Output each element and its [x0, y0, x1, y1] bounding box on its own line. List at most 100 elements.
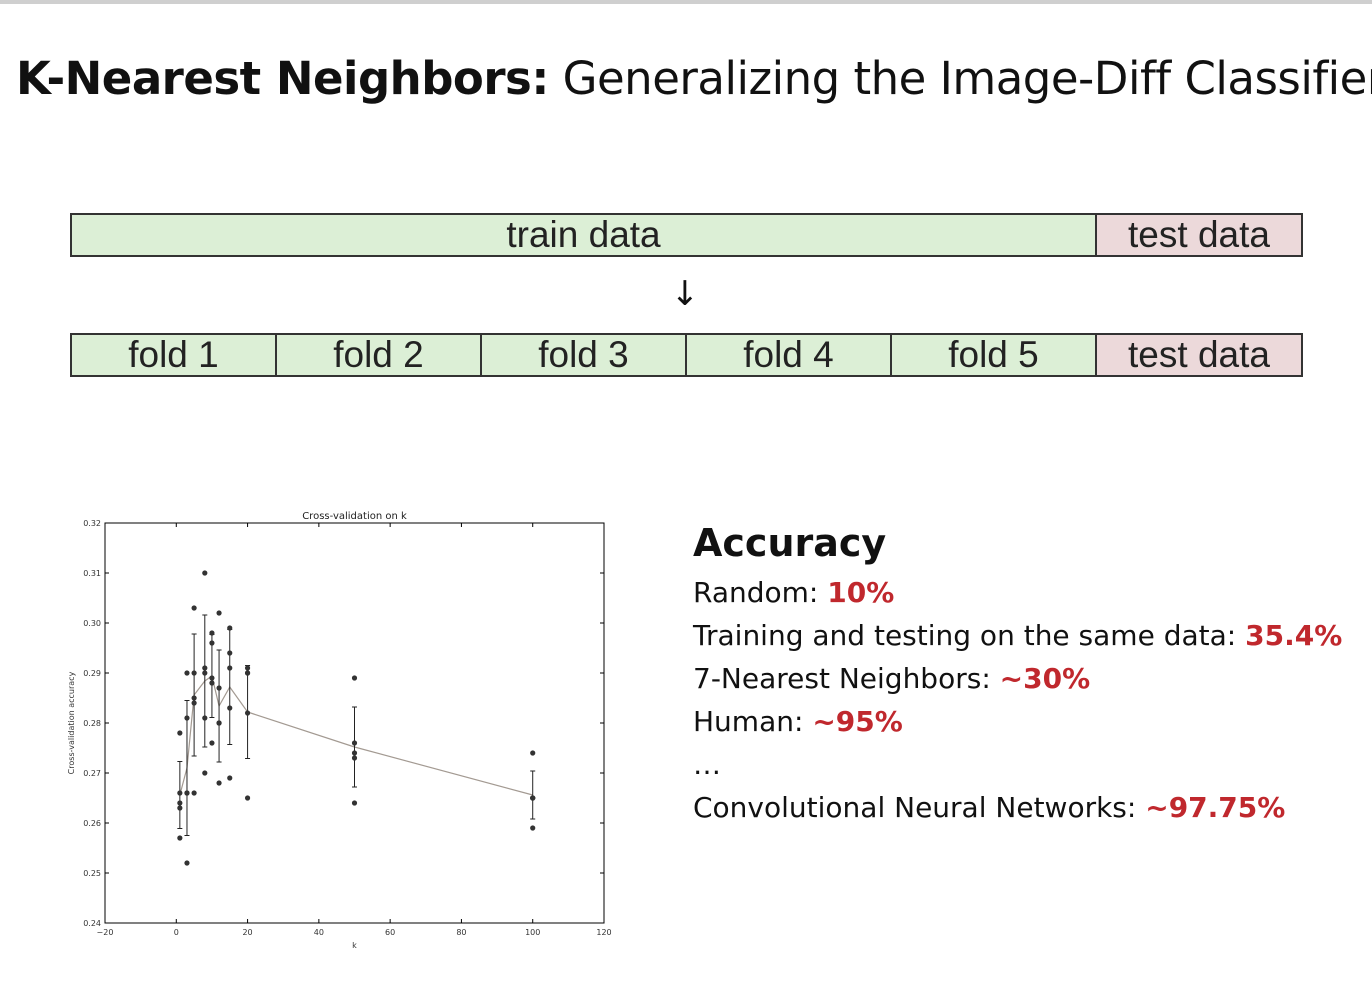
- accuracy-panel: Accuracy Random: 10% Training and testin…: [693, 515, 1363, 829]
- data-point: [227, 705, 233, 711]
- fold-1-label: fold 1: [128, 334, 219, 375]
- title-bold: K-Nearest Neighbors:: [16, 52, 549, 105]
- data-point: [209, 740, 215, 746]
- test-data-label: test data: [1128, 214, 1270, 255]
- chart-svg: −20 0 20 40 60 80 100 120 0.24 0.25 0.26 0.27 0.28 0.…: [67, 511, 612, 950]
- x-tick-label: 0: [174, 928, 179, 937]
- accuracy-label: Random:: [693, 576, 828, 609]
- accuracy-row-train-test-same: Training and testing on the same data: 3…: [693, 614, 1363, 657]
- y-tick-label: 0.26: [83, 819, 101, 828]
- data-point: [351, 740, 358, 746]
- data-point: [202, 570, 208, 576]
- trend-line: [179, 675, 533, 796]
- accuracy-label: 7-Nearest Neighbors:: [693, 662, 1000, 695]
- page-title: K-Nearest Neighbors: Generalizing the Im…: [16, 48, 1372, 110]
- data-point: [191, 605, 197, 611]
- data-point: [177, 805, 183, 811]
- y-tick-label: 0.31: [83, 569, 101, 578]
- title-rest: Generalizing the Image-Diff Classifier: [548, 52, 1372, 105]
- data-point: [209, 630, 215, 636]
- data-point: [177, 790, 183, 796]
- train-data-segment: train data: [72, 214, 1097, 255]
- y-tick-label: 0.32: [83, 519, 101, 528]
- y-tick-label: 0.24: [83, 919, 101, 928]
- top-border: [0, 0, 1372, 4]
- data-point: [202, 770, 208, 776]
- data-point: [227, 665, 233, 671]
- x-tick-label: 80: [456, 928, 466, 937]
- accuracy-value: ~30%: [999, 662, 1091, 695]
- data-point: [191, 790, 197, 796]
- data-point: [244, 670, 251, 676]
- data-point: [530, 750, 536, 756]
- train-test-bar: train data test data: [70, 213, 1303, 257]
- y-axis-label: Cross-validation accuracy: [67, 671, 76, 774]
- data-point: [191, 700, 197, 706]
- data-point: [209, 680, 215, 686]
- accuracy-label: Training and testing on the same data:: [693, 619, 1246, 652]
- data-point: [184, 715, 190, 721]
- data-point: [184, 860, 190, 866]
- data-point: [351, 755, 358, 761]
- fold-4-label: fold 4: [743, 334, 834, 375]
- x-tick-label: 20: [242, 928, 252, 937]
- accuracy-row-7nn: 7-Nearest Neighbors: ~30%: [693, 657, 1363, 700]
- accuracy-row-cnn: Convolutional Neural Networks: ~97.75%: [693, 786, 1363, 829]
- fold-3-segment: fold 3: [482, 334, 687, 375]
- folds-bar: fold 1 fold 2 fold 3 fold 4 fold 5 test …: [70, 333, 1303, 377]
- accuracy-label: Convolutional Neural Networks:: [693, 791, 1146, 824]
- x-tick-label: −20: [97, 928, 114, 937]
- data-point: [216, 610, 222, 616]
- data-point: [227, 650, 233, 656]
- y-tick-label: 0.29: [83, 669, 101, 678]
- y-tick-label: 0.30: [83, 619, 101, 628]
- data-point: [244, 710, 251, 716]
- x-tick-label: 100: [525, 928, 540, 937]
- y-tick-label: 0.28: [83, 719, 101, 728]
- fold-3-label: fold 3: [538, 334, 629, 375]
- data-point: [177, 800, 183, 806]
- data-point: [244, 795, 251, 801]
- data-point: [177, 835, 183, 841]
- y-tick-label: 0.27: [83, 769, 101, 778]
- data-point: [209, 675, 215, 681]
- data-point: [184, 790, 190, 796]
- data-point: [530, 795, 536, 801]
- cross-validation-chart: −20 0 20 40 60 80 100 120 0.24 0.25 0.26 0.27 0.28 0.…: [60, 505, 620, 965]
- accuracy-value: 10%: [827, 576, 895, 609]
- accuracy-label: Human:: [693, 705, 813, 738]
- data-point: [351, 750, 358, 756]
- data-point: [202, 715, 208, 721]
- x-tick-label: 40: [314, 928, 324, 937]
- data-point: [191, 695, 197, 701]
- data-point: [216, 685, 222, 691]
- accuracy-row-random: Random: 10%: [693, 571, 1363, 614]
- data-point: [216, 780, 222, 786]
- data-point: [227, 775, 233, 781]
- accuracy-row-human: Human: ~95%: [693, 700, 1363, 743]
- data-point: [177, 730, 183, 736]
- data-point: [351, 800, 358, 806]
- fold-5-label: fold 5: [948, 334, 1039, 375]
- data-point: [184, 670, 190, 676]
- test-data-segment: test data: [1097, 214, 1301, 255]
- accuracy-ellipsis: …: [693, 748, 721, 781]
- accuracy-value: 35.4%: [1245, 619, 1343, 652]
- data-point: [202, 670, 208, 676]
- accuracy-row-ellipsis: …: [693, 743, 1363, 786]
- accuracy-value: ~95%: [812, 705, 903, 738]
- fold-2-segment: fold 2: [277, 334, 482, 375]
- x-axis-label: k: [352, 941, 357, 950]
- chart-title: Cross-validation on k: [302, 511, 407, 522]
- data-point: [191, 670, 197, 676]
- data-point: [351, 675, 358, 681]
- data-point: [202, 665, 208, 671]
- data-point: [216, 720, 222, 726]
- fold-4-segment: fold 4: [687, 334, 892, 375]
- folds-test-data-label: test data: [1128, 334, 1270, 375]
- fold-2-label: fold 2: [333, 334, 424, 375]
- down-arrow-icon: ↓: [670, 274, 700, 314]
- data-point: [209, 640, 215, 646]
- data-point: [227, 625, 233, 631]
- folds-test-data-segment: test data: [1097, 334, 1301, 375]
